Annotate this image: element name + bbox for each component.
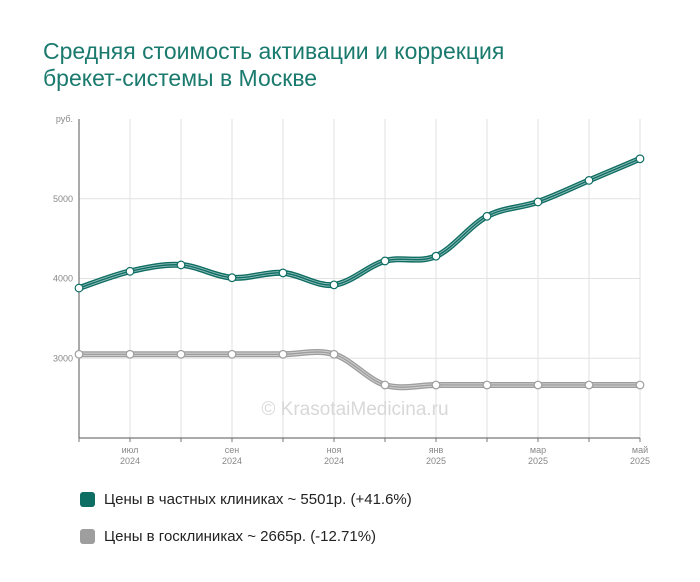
x-tick-label-year: 2025 [426,456,446,466]
data-point-public [125,349,135,359]
data-point-public [380,380,390,390]
x-tick-label-year: 2025 [630,456,650,466]
y-tick-label: 4000 [53,274,73,284]
x-tick-label-year: 2025 [528,456,548,466]
x-tick-label-year: 2024 [120,456,140,466]
x-tick-label-month: май [632,445,648,455]
data-point-private [482,211,492,221]
chart-title-line-1: Средняя стоимость активации и коррекция [43,38,505,64]
chart-axes: 300040005000руб.июл2024сен2024ноя2024янв… [53,114,650,466]
data-point-private [584,176,594,185]
series-line-core-private [78,158,641,289]
data-point-public [584,380,594,390]
x-tick-label-month: июл [122,445,139,455]
x-tick-label-month: сен [225,445,240,455]
data-point-private [431,251,441,261]
x-tick-label-month: янв [429,445,444,455]
data-point-private [125,266,135,276]
data-point-public [431,380,441,390]
data-point-private [533,197,543,207]
chart-legend: Цены в частных клиниках ~ 5501р. (+41.6%… [80,488,412,562]
chart-title-line-2: брекет-системы в Москве [43,65,318,91]
data-point-public [329,349,339,359]
line-chart: © KrasotaiMedicina.ru 3000 4000 5000 руб. ию… [53,114,650,466]
data-point-private [74,283,84,293]
x-tick-label-year: 2024 [222,456,242,466]
chart-series [74,154,645,391]
data-point-private [329,280,339,290]
y-tick-label: 5000 [53,194,73,204]
x-tick-label-month: мар [530,445,546,455]
data-point-public [176,349,186,359]
data-point-public [635,380,645,390]
series-line-inner-private [77,157,642,290]
data-point-public [533,380,543,390]
legend-swatch-public [80,528,95,544]
legend-item-private[interactable]: Цены в частных клиниках ~ 5501р. (+41.6%… [80,488,412,510]
data-point-public [482,380,492,390]
chart-title: Средняя стоимость активации и коррекция … [43,38,643,92]
x-tick-label-month: ноя [327,445,342,455]
legend-label-public: Цены в госклиниках ~ 2665р. (-12.71%) [104,527,377,545]
data-point-private [227,273,237,283]
data-point-public [227,349,237,359]
data-point-public [74,349,84,359]
x-tick-label-year: 2024 [324,456,344,466]
y-tick-label: 3000 [53,353,73,363]
legend-item-public[interactable]: Цены в госклиниках ~ 2665р. (-12.71%) [80,525,412,547]
data-point-private [635,154,645,164]
data-point-public [278,349,288,359]
y-axis-label: руб. [56,114,73,124]
legend-swatch-private [80,491,95,507]
data-point-private [278,268,288,278]
data-point-private [176,260,186,270]
series-line-core-public [78,351,641,388]
legend-label-private: Цены в частных клиниках ~ 5501р. (+41.6%… [104,490,412,508]
chart-grid [78,119,641,438]
watermark-text: © KrasotaiMedicina.ru [261,399,448,420]
series-line-private [76,155,643,292]
data-point-private [380,256,390,266]
